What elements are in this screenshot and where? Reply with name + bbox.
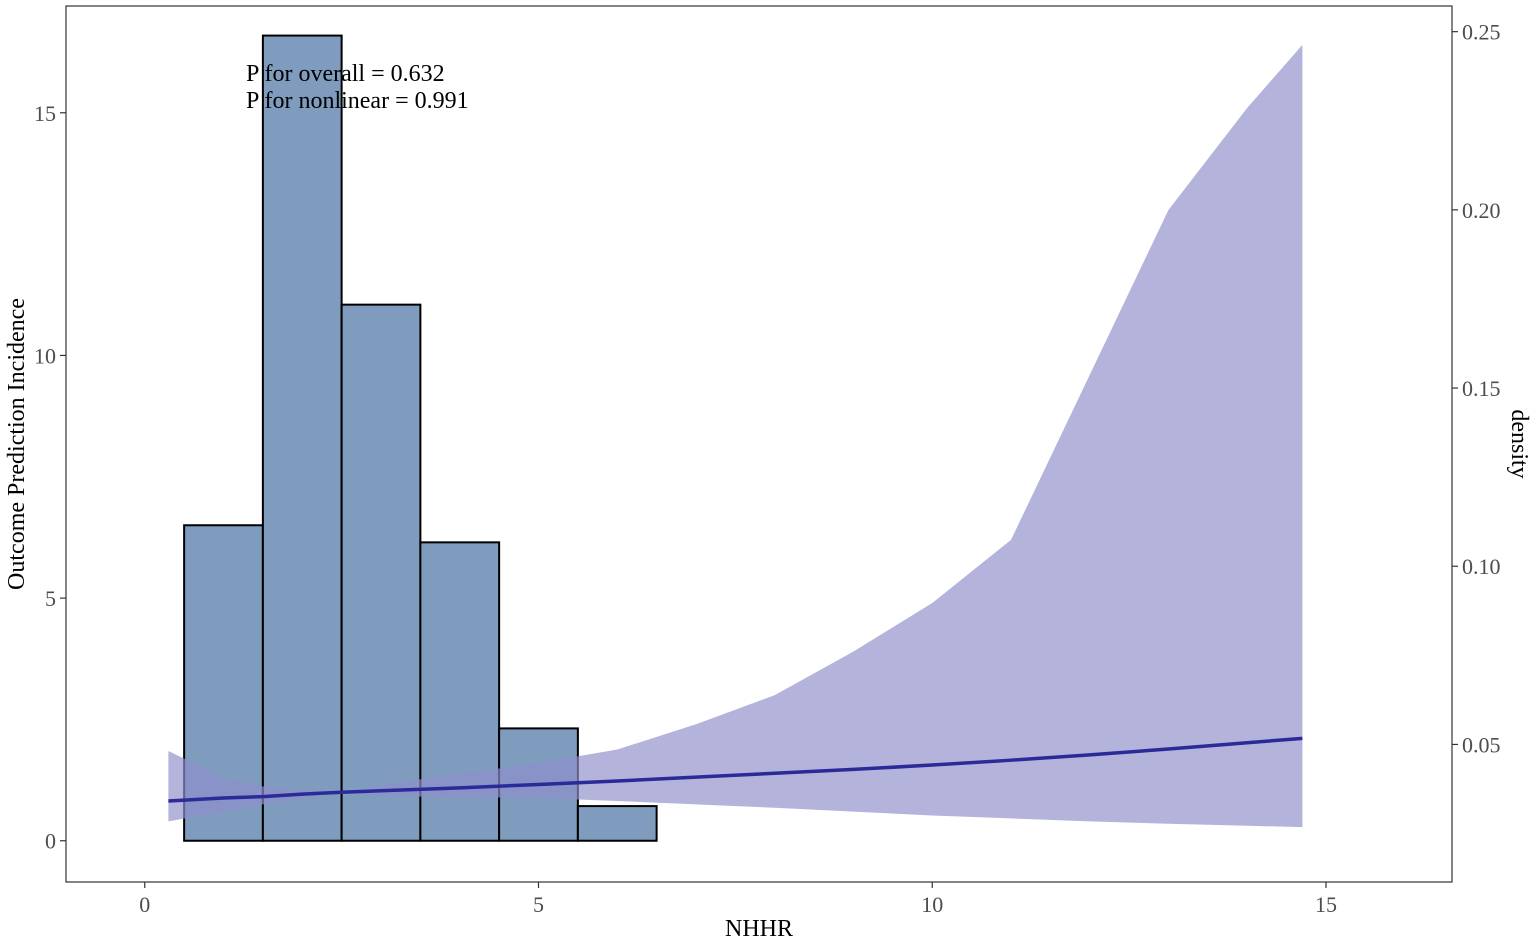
x-tick-label: 10	[921, 892, 943, 917]
annotation-p-nonlinear: P for nonlinear = 0.991	[246, 88, 469, 114]
spline-curve-line	[168, 736, 1303, 803]
y-tick-label: 0	[45, 829, 56, 854]
x-axis-title: NHHR	[725, 916, 793, 942]
y2-tick-label: 0.10	[1462, 554, 1501, 579]
x-tick-label: 5	[533, 892, 544, 917]
histogram-bar	[340, 303, 422, 842]
y-axis-title: Outcome Prediction Incidence	[4, 298, 30, 590]
confidence-band-layer	[168, 44, 1303, 828]
x-tick-label: 15	[1315, 892, 1337, 917]
y2-tick-label: 0.20	[1462, 198, 1501, 223]
spline-curve-layer	[168, 736, 1303, 803]
axes-layer: 0 5 10 15 0 5 10 15 0.05 0.10 0.15 0.20 0.25	[34, 20, 1501, 917]
y-tick-label: 15	[34, 101, 56, 126]
y-tick-label: 5	[45, 586, 56, 611]
y2-tick-label: 0.25	[1462, 20, 1501, 45]
p-value-annotations: P for overall = 0.632 P for nonlinear = …	[246, 61, 469, 114]
confidence-band	[168, 44, 1303, 828]
y-tick-label: 10	[34, 343, 56, 368]
annotation-p-overall: P for overall = 0.632	[246, 61, 445, 87]
x-tick-label: 0	[139, 892, 150, 917]
y2-tick-label: 0.15	[1462, 376, 1501, 401]
y2-tick-label: 0.05	[1462, 732, 1501, 757]
histogram-bar	[576, 805, 658, 842]
histogram-bar	[261, 34, 343, 842]
y2-axis-title: density	[1506, 409, 1532, 478]
